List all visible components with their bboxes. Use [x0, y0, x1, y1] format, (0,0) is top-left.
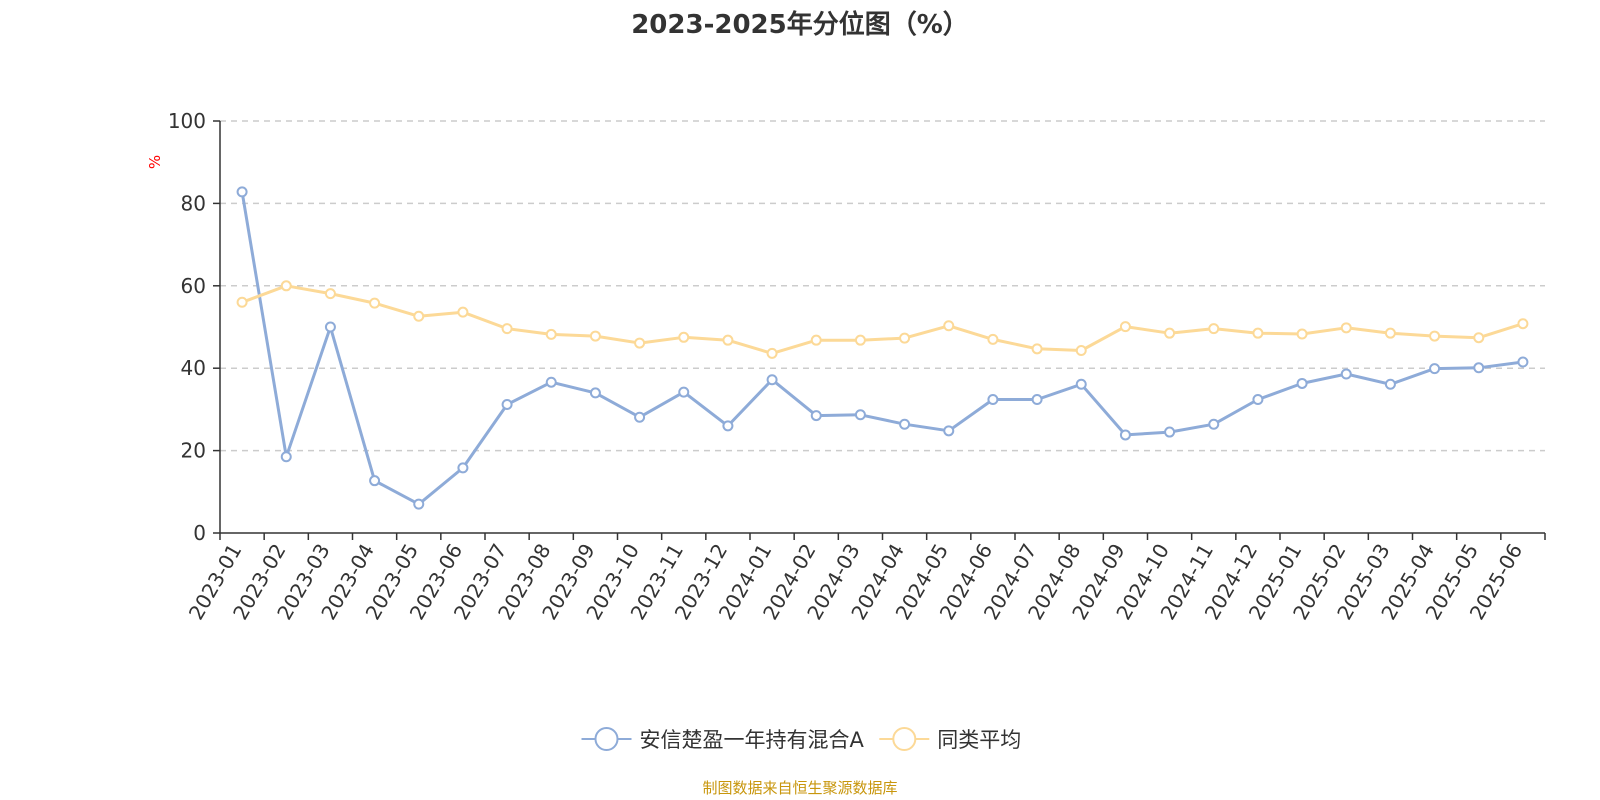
series-line [240, 191, 1524, 506]
data-point[interactable] [369, 475, 381, 487]
data-point[interactable] [722, 334, 734, 346]
data-point[interactable] [236, 296, 248, 308]
data-point[interactable] [1075, 344, 1087, 356]
data-point[interactable] [545, 376, 557, 388]
data-point[interactable] [1075, 378, 1087, 390]
y-tick-label: 0 [193, 521, 206, 545]
data-source-note: 制图数据来自恒生聚源数据库 [702, 779, 897, 797]
data-point[interactable] [1384, 378, 1396, 390]
data-point[interactable] [987, 333, 999, 345]
data-point[interactable] [1208, 323, 1220, 335]
data-point[interactable] [678, 331, 690, 343]
y-tick-label: 60 [181, 274, 206, 298]
data-point[interactable] [987, 394, 999, 406]
data-point[interactable] [854, 409, 866, 421]
data-point[interactable] [1296, 328, 1308, 340]
data-point[interactable] [236, 186, 248, 198]
y-tick-label: 40 [181, 356, 206, 380]
data-point[interactable] [854, 334, 866, 346]
data-point[interactable] [943, 320, 955, 332]
data-point[interactable] [722, 420, 734, 432]
data-point[interactable] [766, 374, 778, 386]
series-lines [236, 186, 1529, 510]
series-2 [236, 280, 1529, 359]
data-point[interactable] [810, 334, 822, 346]
data-point[interactable] [1164, 426, 1176, 438]
legend-item[interactable]: 同类平均 [879, 727, 1021, 752]
data-point[interactable] [1473, 362, 1485, 374]
data-point[interactable] [324, 321, 336, 333]
legend-marker-icon [594, 727, 619, 751]
data-point[interactable] [1429, 330, 1441, 342]
series-1 [236, 186, 1529, 510]
data-point[interactable] [589, 330, 601, 342]
data-point[interactable] [943, 425, 955, 437]
data-point[interactable] [1252, 394, 1264, 406]
data-point[interactable] [1429, 363, 1441, 375]
chart-title: 2023-2025年分位图（%） [631, 9, 969, 40]
data-point[interactable] [1296, 377, 1308, 389]
legend-label: 同类平均 [937, 728, 1021, 752]
data-point[interactable] [634, 411, 646, 423]
legend-item[interactable]: 安信楚盈一年持有混合A [581, 727, 865, 752]
data-point[interactable] [1473, 332, 1485, 344]
y-tick-label: 20 [181, 439, 206, 463]
data-point[interactable] [413, 498, 425, 510]
axes: 0204060801002023-012023-022023-032023-04… [168, 109, 1546, 624]
data-point[interactable] [899, 418, 911, 430]
data-point[interactable] [1031, 394, 1043, 406]
data-point[interactable] [1119, 429, 1131, 441]
data-point[interactable] [457, 462, 469, 474]
legend-label: 安信楚盈一年持有混合A [640, 728, 865, 752]
data-point[interactable] [413, 310, 425, 322]
data-point[interactable] [1031, 343, 1043, 355]
data-point[interactable] [766, 347, 778, 359]
data-point[interactable] [280, 280, 292, 292]
data-point[interactable] [1340, 322, 1352, 334]
data-point[interactable] [1517, 318, 1529, 330]
y-tick-label: 100 [168, 109, 206, 133]
series-line [241, 284, 1524, 355]
data-point[interactable] [634, 337, 646, 349]
data-point[interactable] [280, 451, 292, 463]
data-point[interactable] [678, 386, 690, 398]
data-point[interactable] [1208, 418, 1220, 430]
data-point[interactable] [1384, 327, 1396, 339]
data-point[interactable] [589, 387, 601, 399]
y-tick-label: 80 [181, 191, 206, 215]
data-point[interactable] [501, 323, 513, 335]
data-point[interactable] [1252, 327, 1264, 339]
data-point[interactable] [501, 398, 513, 410]
y-axis-unit-label: % [146, 155, 164, 169]
data-point[interactable] [899, 332, 911, 344]
grid-lines [220, 120, 1545, 452]
data-point[interactable] [545, 328, 557, 340]
legend-marker-icon [892, 727, 917, 751]
data-point[interactable] [1517, 356, 1529, 368]
data-point[interactable] [1340, 368, 1352, 380]
data-point[interactable] [324, 288, 336, 300]
data-point[interactable] [369, 297, 381, 309]
data-point[interactable] [1119, 321, 1131, 333]
data-point[interactable] [457, 306, 469, 318]
data-point[interactable] [810, 410, 822, 422]
data-point[interactable] [1164, 327, 1176, 339]
legend[interactable]: 安信楚盈一年持有混合A 同类平均 [581, 727, 1022, 752]
